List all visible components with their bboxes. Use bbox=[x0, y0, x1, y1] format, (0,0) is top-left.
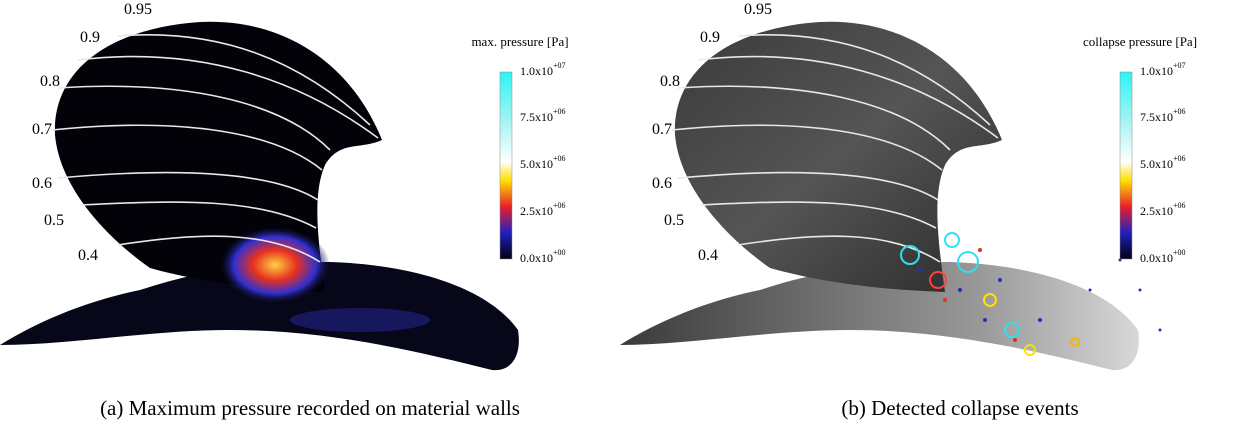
radius-label: 0.5 bbox=[44, 212, 64, 229]
tick-base: 2.5x10 bbox=[1140, 204, 1173, 218]
colorbar-tick-label: 7.5x10+06 bbox=[1140, 107, 1186, 124]
panel-a-render bbox=[0, 22, 519, 370]
colorbar-tick-label: 2.5x10+06 bbox=[1140, 201, 1186, 218]
colorbar-tick-label: 7.5x10+06 bbox=[520, 107, 566, 124]
radius-label: 0.6 bbox=[32, 175, 52, 192]
colorbar-tick-label: 0.0x10+00 bbox=[1140, 248, 1186, 265]
colorbar bbox=[1120, 72, 1132, 259]
radius-label: 0.95 bbox=[124, 1, 152, 18]
tick-exp: +06 bbox=[553, 107, 566, 116]
colorbar-tick-label: 1.0x10+07 bbox=[520, 61, 566, 78]
tick-base: 7.5x10 bbox=[520, 110, 553, 124]
tick-base: 1.0x10 bbox=[1140, 64, 1173, 78]
tick-exp: +06 bbox=[1173, 201, 1186, 210]
caption: (a) Maximum pressure recorded on materia… bbox=[100, 396, 520, 420]
colorbar bbox=[500, 72, 512, 259]
figure: 0.95 0.9 0.8 0.7 0.6 0.5 0.4 max. pressure [Pa]… bbox=[0, 0, 1242, 432]
tick-base: 0.0x10 bbox=[520, 251, 553, 265]
tick-exp: +07 bbox=[553, 61, 566, 70]
colorbar-tick-label: 5.0x10+06 bbox=[520, 154, 566, 171]
colorbar-tick-label: 1.0x10+07 bbox=[1140, 61, 1186, 78]
radius-label: 0.8 bbox=[660, 73, 680, 90]
tick-base: 5.0x10 bbox=[1140, 157, 1173, 171]
radius-label: 0.95 bbox=[744, 1, 772, 18]
radius-label: 0.4 bbox=[698, 247, 718, 264]
radius-label: 0.9 bbox=[700, 29, 720, 46]
colorbar-tick-label: 5.0x10+06 bbox=[1140, 154, 1186, 171]
tick-exp: +07 bbox=[1173, 61, 1186, 70]
radius-label: 0.6 bbox=[652, 175, 672, 192]
tick-exp: +06 bbox=[1173, 154, 1186, 163]
tick-base: 0.0x10 bbox=[1140, 251, 1173, 265]
tick-exp: +00 bbox=[1173, 248, 1186, 257]
caption: (b) Detected collapse events bbox=[841, 396, 1078, 420]
tick-exp: +06 bbox=[553, 201, 566, 210]
colorbar-tick-label: 0.0x10+00 bbox=[520, 248, 566, 265]
tick-base: 7.5x10 bbox=[1140, 110, 1173, 124]
radius-label: 0.4 bbox=[78, 247, 98, 264]
tick-exp: +06 bbox=[1173, 107, 1186, 116]
tick-base: 2.5x10 bbox=[520, 204, 553, 218]
colorbar-tick-label: 2.5x10+06 bbox=[520, 201, 566, 218]
panel-b-render bbox=[620, 22, 1162, 370]
tick-base: 1.0x10 bbox=[520, 64, 553, 78]
radius-label: 0.8 bbox=[40, 73, 60, 90]
radius-label: 0.9 bbox=[80, 29, 100, 46]
colorbar-title: collapse pressure [Pa] bbox=[1083, 34, 1197, 49]
radius-label: 0.7 bbox=[32, 121, 52, 138]
tick-exp: +00 bbox=[553, 248, 566, 257]
tick-exp: +06 bbox=[553, 154, 566, 163]
radius-label: 0.5 bbox=[664, 212, 684, 229]
colorbar-title: max. pressure [Pa] bbox=[471, 34, 568, 49]
tick-base: 5.0x10 bbox=[520, 157, 553, 171]
radius-label: 0.7 bbox=[652, 121, 672, 138]
